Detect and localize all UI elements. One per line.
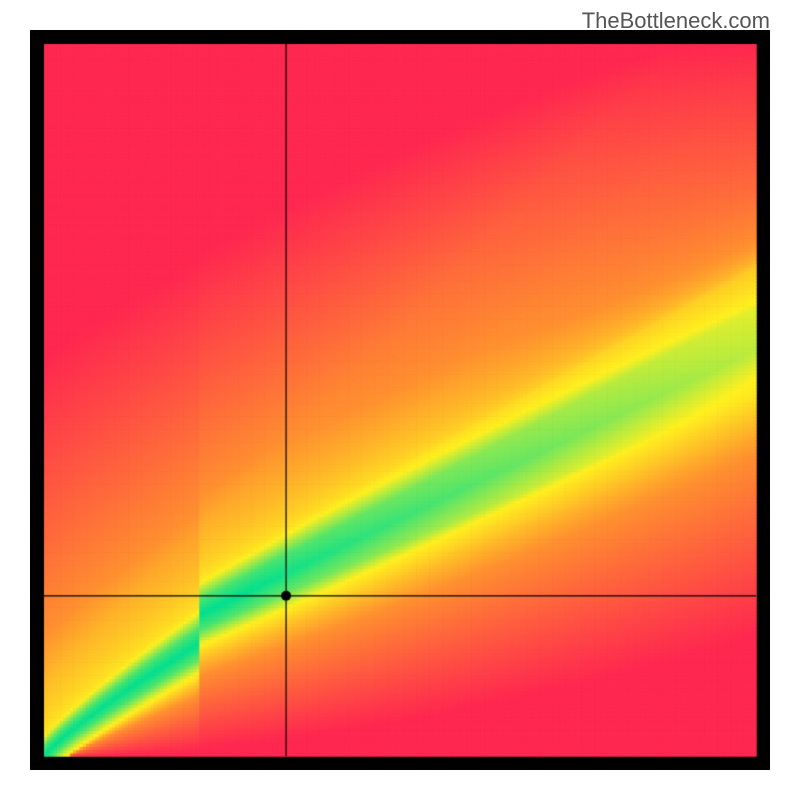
plot-border xyxy=(30,30,770,770)
bottleneck-heatmap xyxy=(30,30,770,770)
watermark-text: TheBottleneck.com xyxy=(582,8,770,34)
root: TheBottleneck.com xyxy=(0,0,800,800)
